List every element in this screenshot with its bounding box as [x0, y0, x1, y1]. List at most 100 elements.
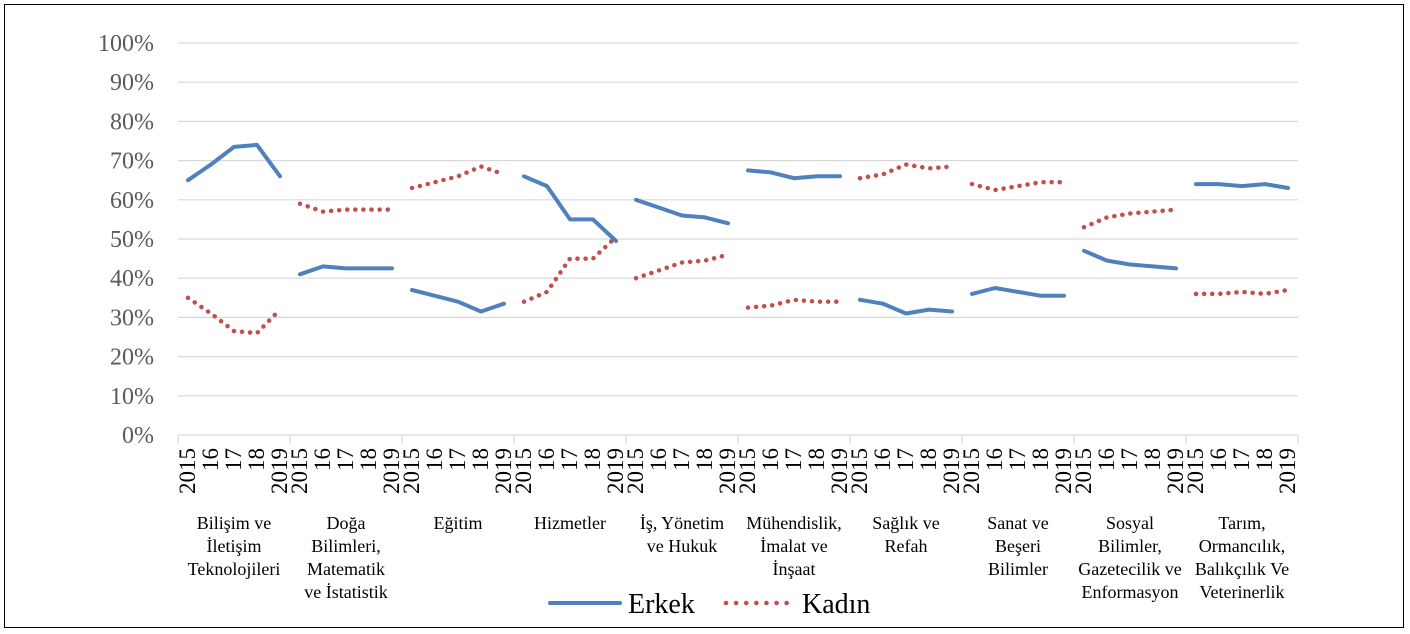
category-label-line: Mühendislik,	[746, 513, 842, 533]
series-line-kadin	[1193, 287, 1291, 297]
category-label-line: ve İstatistik	[304, 582, 388, 602]
y-axis: 0% 10% 20% 30% 40% 50% 60% 70% 80% 90% 100%	[98, 31, 154, 449]
series-line-kadin	[857, 162, 955, 181]
category-label-line: Tarım,	[1218, 513, 1265, 533]
series-line-erkek	[1082, 248, 1178, 271]
category-label-line: Sanat ve	[987, 513, 1048, 533]
category-label: Hizmetler	[534, 513, 606, 533]
x-tick-label: 2019	[491, 448, 516, 494]
y-tick-label: 10%	[110, 384, 154, 410]
category-label-line: İletişim	[207, 536, 262, 556]
category-label-line: Enformasyon	[1082, 582, 1179, 602]
series-line-kadin	[745, 297, 843, 310]
x-tick-label: 17	[1005, 448, 1030, 471]
x-tick-label: 2019	[827, 448, 852, 494]
x-tick-label: 18	[468, 448, 493, 471]
y-tick-label: 40%	[110, 266, 154, 292]
chart-frame	[4, 4, 1404, 628]
x-tick-label: 16	[310, 448, 335, 471]
x-tick-label: 2015	[1183, 448, 1208, 494]
series-line-erkek	[634, 197, 730, 226]
x-tick-label: 16	[422, 448, 447, 471]
x-tick-label: 17	[893, 448, 918, 471]
category-label-line: Bilimler	[988, 559, 1048, 579]
x-tick-label: 16	[758, 448, 783, 471]
category-label: Bilişim ve İletişim Teknolojileri	[188, 513, 281, 579]
x-tick-label: 2019	[379, 448, 404, 494]
x-tick-label: 2019	[1275, 448, 1300, 494]
gridlines	[178, 42, 1298, 436]
y-tick-label: 80%	[110, 109, 154, 135]
x-tick-label: 2015	[735, 448, 760, 494]
series-line-erkek	[746, 168, 842, 181]
x-tick-label: 2019	[715, 448, 740, 494]
legend: Erkek Kadın	[548, 589, 870, 620]
x-tick-label: 2015	[959, 448, 984, 494]
x-tick-label: 16	[198, 448, 223, 471]
category-label-line: Eğitim	[434, 513, 483, 533]
category-label-line: Matematik	[307, 559, 385, 579]
legend-label-kadin: Kadın	[802, 589, 870, 620]
category-label-line: İmalat ve	[760, 536, 827, 556]
category-label-line: Teknolojileri	[188, 559, 281, 579]
series-line-kadin	[633, 252, 731, 281]
series-line-kadin	[185, 295, 283, 336]
x-tick-label: 18	[244, 448, 269, 471]
category-labels: Bilişim ve İletişim Teknolojileri Doğa Bilim…	[188, 513, 1289, 602]
x-tick-label: 17	[221, 448, 246, 471]
x-tick-label: 2015	[1071, 448, 1096, 494]
category-label-line: Sağlık ve	[872, 513, 940, 533]
x-tick-label: 17	[1229, 448, 1254, 471]
category-label-line: Doğa	[327, 513, 366, 533]
category-label-line: İnşaat	[773, 559, 816, 579]
x-tick-label: 17	[445, 448, 470, 471]
category-label-line: Bilimleri,	[311, 536, 381, 556]
x-tick-label: 18	[1252, 448, 1277, 471]
series-line-erkek	[970, 286, 1066, 298]
y-tick-label: 90%	[110, 70, 154, 96]
category-label: Doğa Bilimleri, Matematik ve İstatistik	[304, 513, 388, 602]
legend-label-erkek: Erkek	[628, 589, 695, 620]
category-label: Mühendislik, İmalat ve İnşaat	[746, 513, 842, 579]
y-tick-label: 20%	[110, 345, 154, 371]
category-label-line: Bilişim ve	[197, 513, 272, 533]
x-tick-label: 16	[870, 448, 895, 471]
x-tick-label: 17	[669, 448, 694, 471]
x-tick-label: 17	[557, 448, 582, 471]
x-tick-label: 16	[1094, 448, 1119, 471]
category-label: Sanat ve Beşeri Bilimler	[987, 513, 1048, 579]
series-line-kadin	[521, 234, 619, 304]
y-tick-label: 0%	[122, 423, 154, 449]
x-tick-label: 2015	[511, 448, 536, 494]
x-axis: 2015161718201920151617182019201516171820…	[175, 435, 1300, 494]
y-tick-label: 100%	[98, 31, 154, 57]
series-line-erkek	[298, 264, 394, 277]
x-tick-label: 16	[534, 448, 559, 471]
category-label: Sağlık ve Refah	[872, 513, 940, 556]
category-label-line: Refah	[885, 536, 928, 556]
category-label-line: Balıkçılık Ve	[1195, 559, 1289, 579]
series-line-kadin	[297, 201, 395, 214]
x-tick-label: 18	[1028, 448, 1053, 471]
x-tick-label: 16	[646, 448, 671, 471]
category-label-line: ve Hukuk	[647, 536, 718, 556]
x-tick-label: 18	[356, 448, 381, 471]
x-tick-label: 18	[692, 448, 717, 471]
category-label-line: İş, Yönetim	[640, 513, 724, 533]
category-label-line: Sosyal	[1106, 513, 1154, 533]
series-lines	[185, 142, 1291, 336]
series-line-erkek	[858, 297, 954, 316]
category-label: Sosyal Bilimler, Gazetecilik ve Enformasyon	[1078, 513, 1181, 602]
x-tick-label: 17	[781, 448, 806, 471]
series-line-kadin	[1081, 207, 1179, 230]
x-tick-label: 17	[1117, 448, 1142, 471]
y-tick-label: 30%	[110, 305, 154, 331]
x-tick-label: 16	[1206, 448, 1231, 471]
category-label-line: Bilimler,	[1098, 536, 1162, 556]
x-tick-label: 2015	[287, 448, 312, 494]
x-tick-label: 2019	[1163, 448, 1188, 494]
x-tick-label: 2019	[939, 448, 964, 494]
x-tick-label: 2019	[1051, 448, 1076, 494]
series-line-erkek	[410, 288, 506, 314]
